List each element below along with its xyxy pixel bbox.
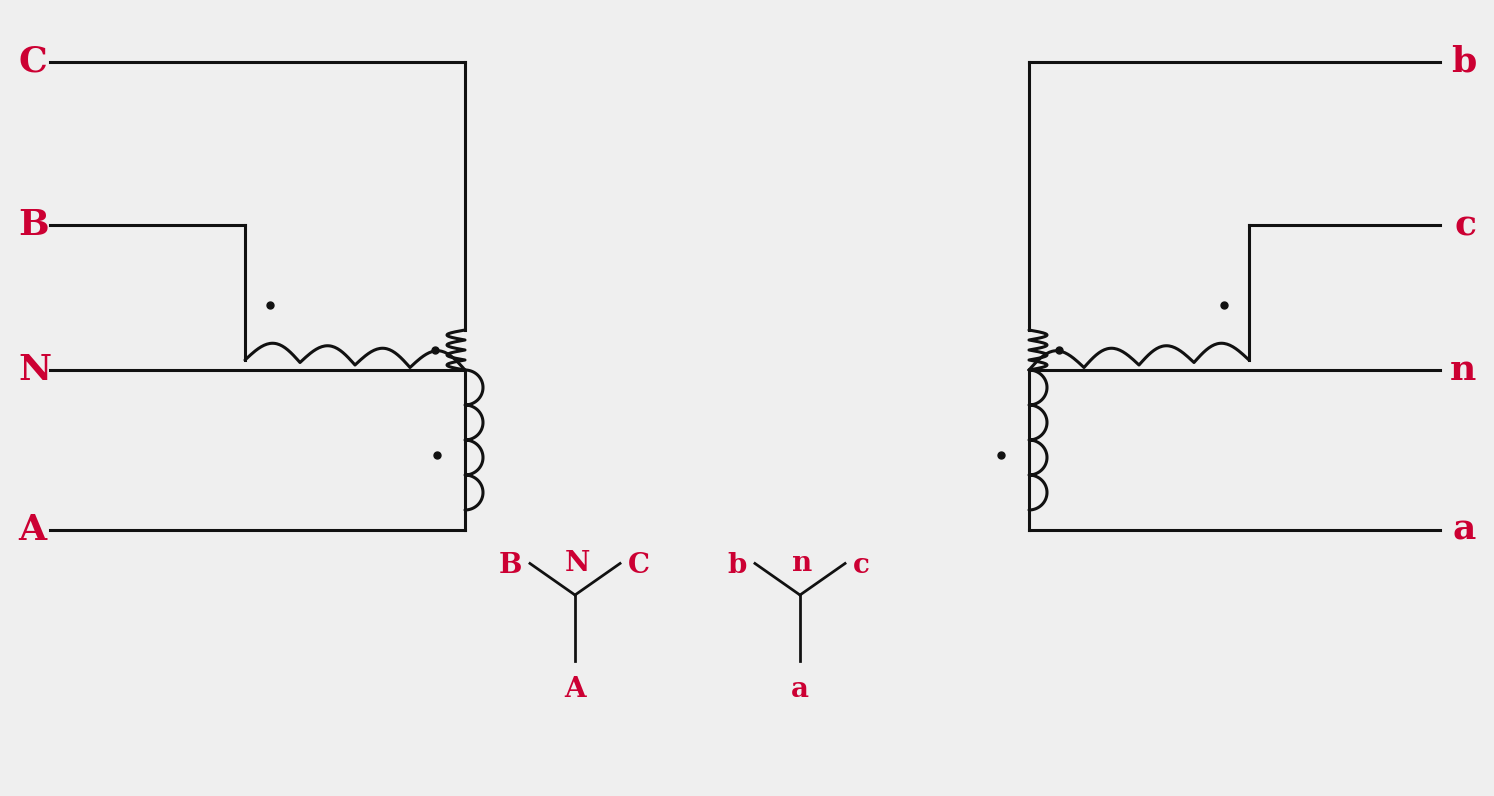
Text: A: A	[565, 676, 586, 703]
Text: a: a	[1452, 513, 1476, 547]
Text: c: c	[1454, 208, 1476, 242]
Text: b: b	[728, 552, 747, 579]
Text: b: b	[1451, 45, 1476, 79]
Text: A: A	[18, 513, 46, 547]
Text: B: B	[18, 208, 49, 242]
Text: N: N	[565, 550, 590, 577]
Text: n: n	[792, 550, 813, 577]
Text: N: N	[18, 353, 51, 387]
Text: C: C	[627, 552, 650, 579]
Text: n: n	[1449, 353, 1476, 387]
Text: C: C	[18, 45, 46, 79]
Text: B: B	[499, 552, 521, 579]
Text: c: c	[853, 552, 870, 579]
Text: a: a	[790, 676, 808, 703]
